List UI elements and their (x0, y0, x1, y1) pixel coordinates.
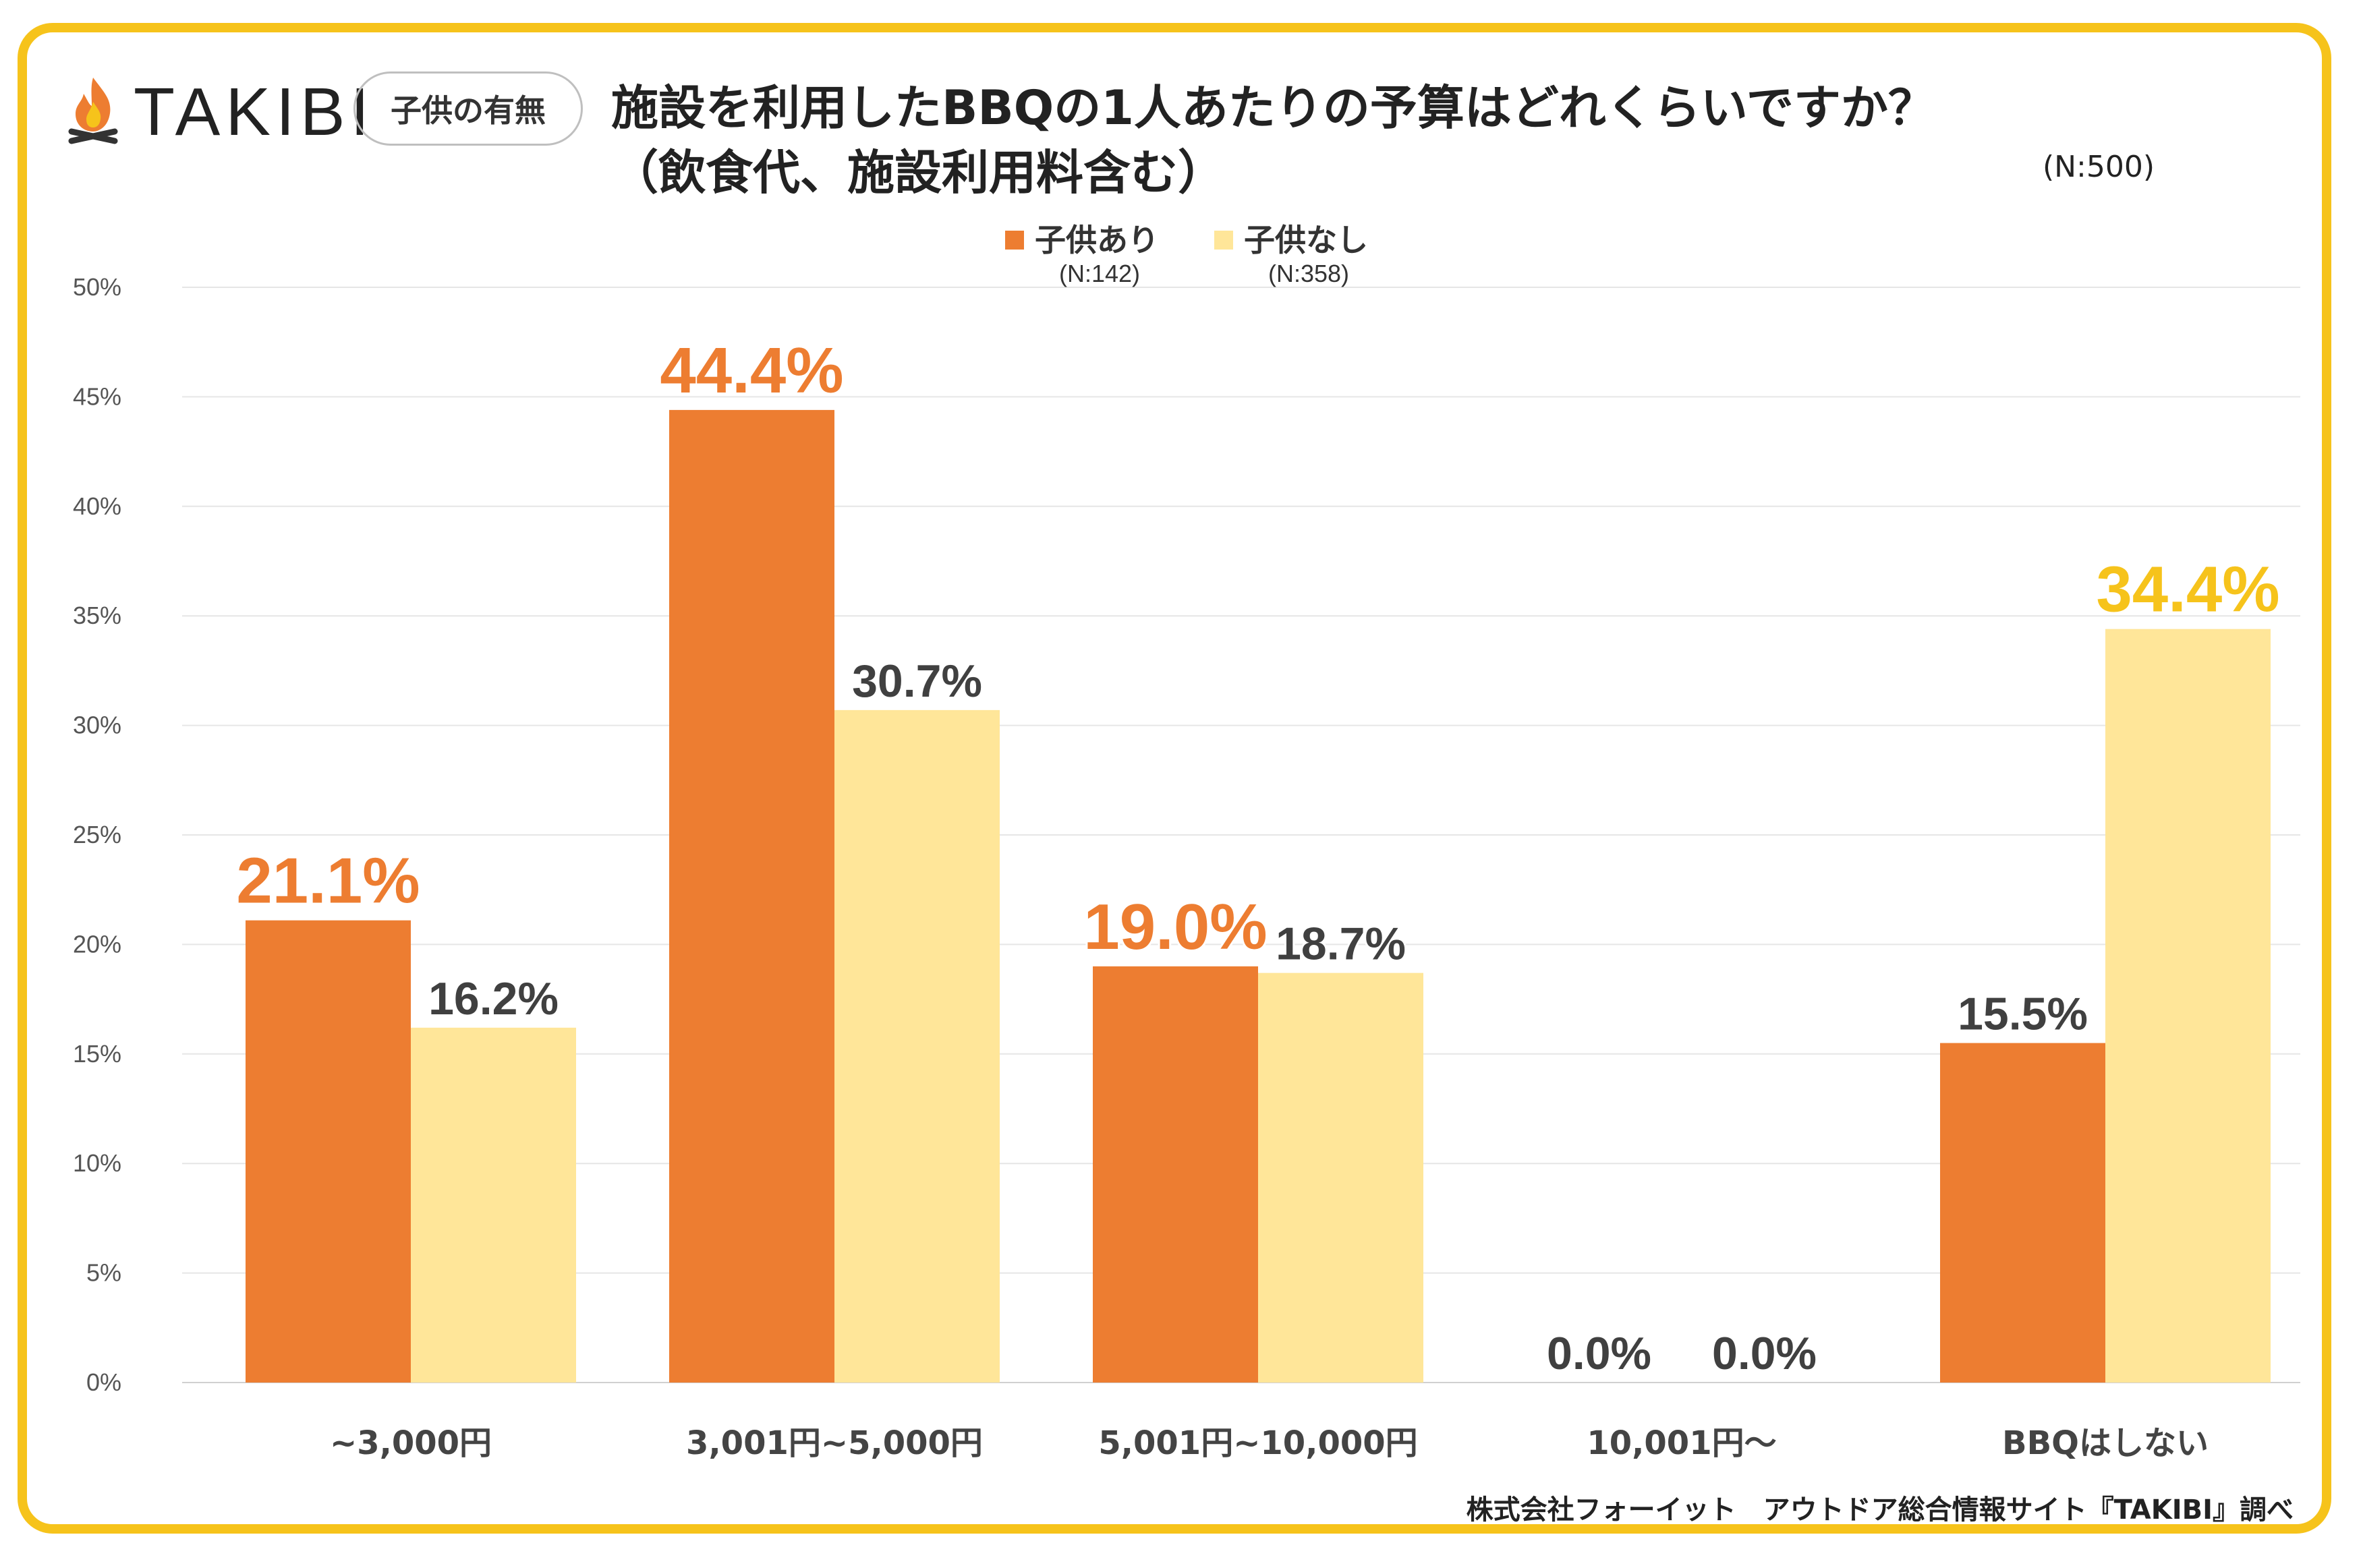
campfire-icon (68, 78, 118, 144)
data-label: 0.0% (1547, 1328, 1651, 1379)
brand-logo: TAKIBI (65, 71, 374, 152)
y-tick-label: 0% (86, 1368, 121, 1396)
y-tick-label: 40% (73, 492, 121, 520)
data-label: 30.7% (852, 656, 982, 707)
data-label: 0.0% (1712, 1328, 1817, 1379)
data-label: 16.2% (428, 973, 559, 1024)
y-tick-label: 20% (73, 930, 121, 958)
card-frame (18, 23, 2331, 1534)
x-category-label: ~3,000円 (330, 1424, 492, 1462)
bar-with-children (246, 920, 411, 1383)
bar-without-children (411, 1027, 576, 1383)
bar-with-children (1940, 1043, 2105, 1383)
y-tick-label: 15% (73, 1040, 121, 1068)
filter-tag: 子供の有無 (353, 71, 583, 146)
total-sample-size: (N:500) (2042, 150, 2155, 184)
y-tick-label: 25% (73, 821, 121, 848)
legend-sample-size: (N:358) (1268, 260, 1349, 287)
y-tick-label: 35% (73, 602, 121, 629)
y-tick-label: 5% (86, 1259, 121, 1287)
chart-title: 施設を利用したBBQの1人あたりの予算はどれくらいですか？ （飲食代、施設利用料… (611, 76, 1935, 205)
x-category-label: 5,001円~10,000円 (1098, 1424, 1417, 1462)
legend-swatch (1214, 231, 1233, 250)
source-credit: 株式会社フォーイット アウトドア総合情報サイト『TAKIBI』調べ (1466, 1494, 2294, 1526)
data-label: 21.1% (236, 845, 420, 917)
chart-title-line1: 施設を利用したBBQの1人あたりの予算はどれくらいですか？ (611, 80, 1935, 136)
legend-label: 子供なし (1244, 222, 1368, 258)
legend-sample-size: (N:142) (1059, 260, 1140, 287)
legend-label: 子供あり (1035, 222, 1159, 258)
brand-name: TAKIBI (134, 74, 375, 150)
y-tick-label: 50% (73, 273, 121, 301)
legend-swatch (1005, 231, 1024, 250)
data-label: 18.7% (1276, 919, 1406, 970)
bar-without-children (1258, 972, 1423, 1383)
data-label: 19.0% (1083, 891, 1267, 963)
data-label: 44.4% (660, 335, 843, 407)
bar-without-children (834, 709, 1000, 1383)
y-tick-label: 10% (73, 1149, 121, 1177)
bar-with-children (669, 409, 834, 1383)
data-label: 15.5% (1958, 989, 2088, 1040)
bar-without-children (2105, 629, 2271, 1383)
data-label: 34.4% (2096, 554, 2279, 626)
chart-title-line2: （飲食代、施設利用料含む） (611, 145, 1225, 200)
bar-with-children (1093, 966, 1258, 1383)
x-category-label: BBQはしない (2002, 1424, 2209, 1462)
y-tick-label: 30% (73, 712, 121, 739)
x-category-label: 10,001円～ (1587, 1424, 1776, 1462)
x-category-label: 3,001円~5,000円 (686, 1424, 983, 1462)
y-tick-label: 45% (73, 382, 121, 410)
